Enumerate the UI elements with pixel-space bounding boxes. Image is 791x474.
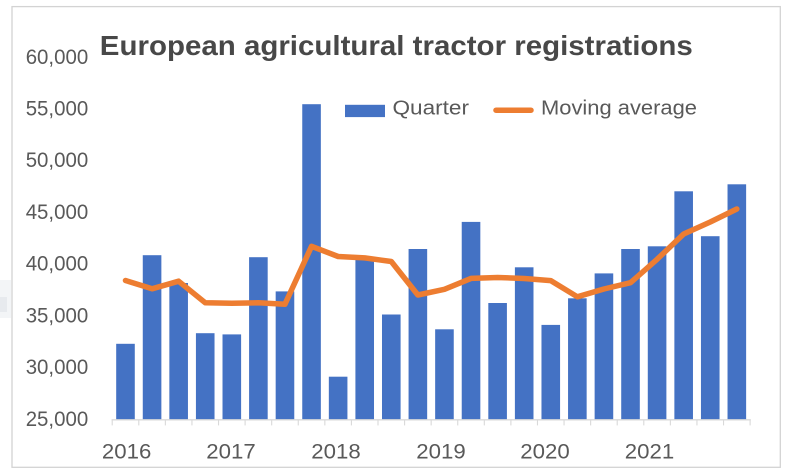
svg-text:25,000: 25,000 [26, 408, 89, 431]
svg-text:30,000: 30,000 [26, 356, 89, 379]
svg-text:2018: 2018 [311, 440, 360, 463]
svg-text:2019: 2019 [416, 440, 465, 463]
svg-text:2017: 2017 [206, 440, 255, 463]
svg-text:Quarter: Quarter [393, 98, 470, 120]
svg-text:60,000: 60,000 [26, 46, 89, 69]
svg-text:2016: 2016 [102, 440, 151, 463]
svg-text:45,000: 45,000 [26, 201, 89, 224]
svg-text:2021: 2021 [625, 440, 674, 463]
svg-text:35,000: 35,000 [26, 304, 89, 327]
svg-text:55,000: 55,000 [26, 98, 89, 121]
svg-text:50,000: 50,000 [26, 149, 89, 172]
svg-text:Moving average: Moving average [541, 98, 697, 120]
svg-text:40,000: 40,000 [26, 253, 89, 276]
svg-text:2020: 2020 [520, 440, 569, 463]
svg-text:European agricultural tractor: European agricultural tractor registrati… [100, 30, 693, 61]
